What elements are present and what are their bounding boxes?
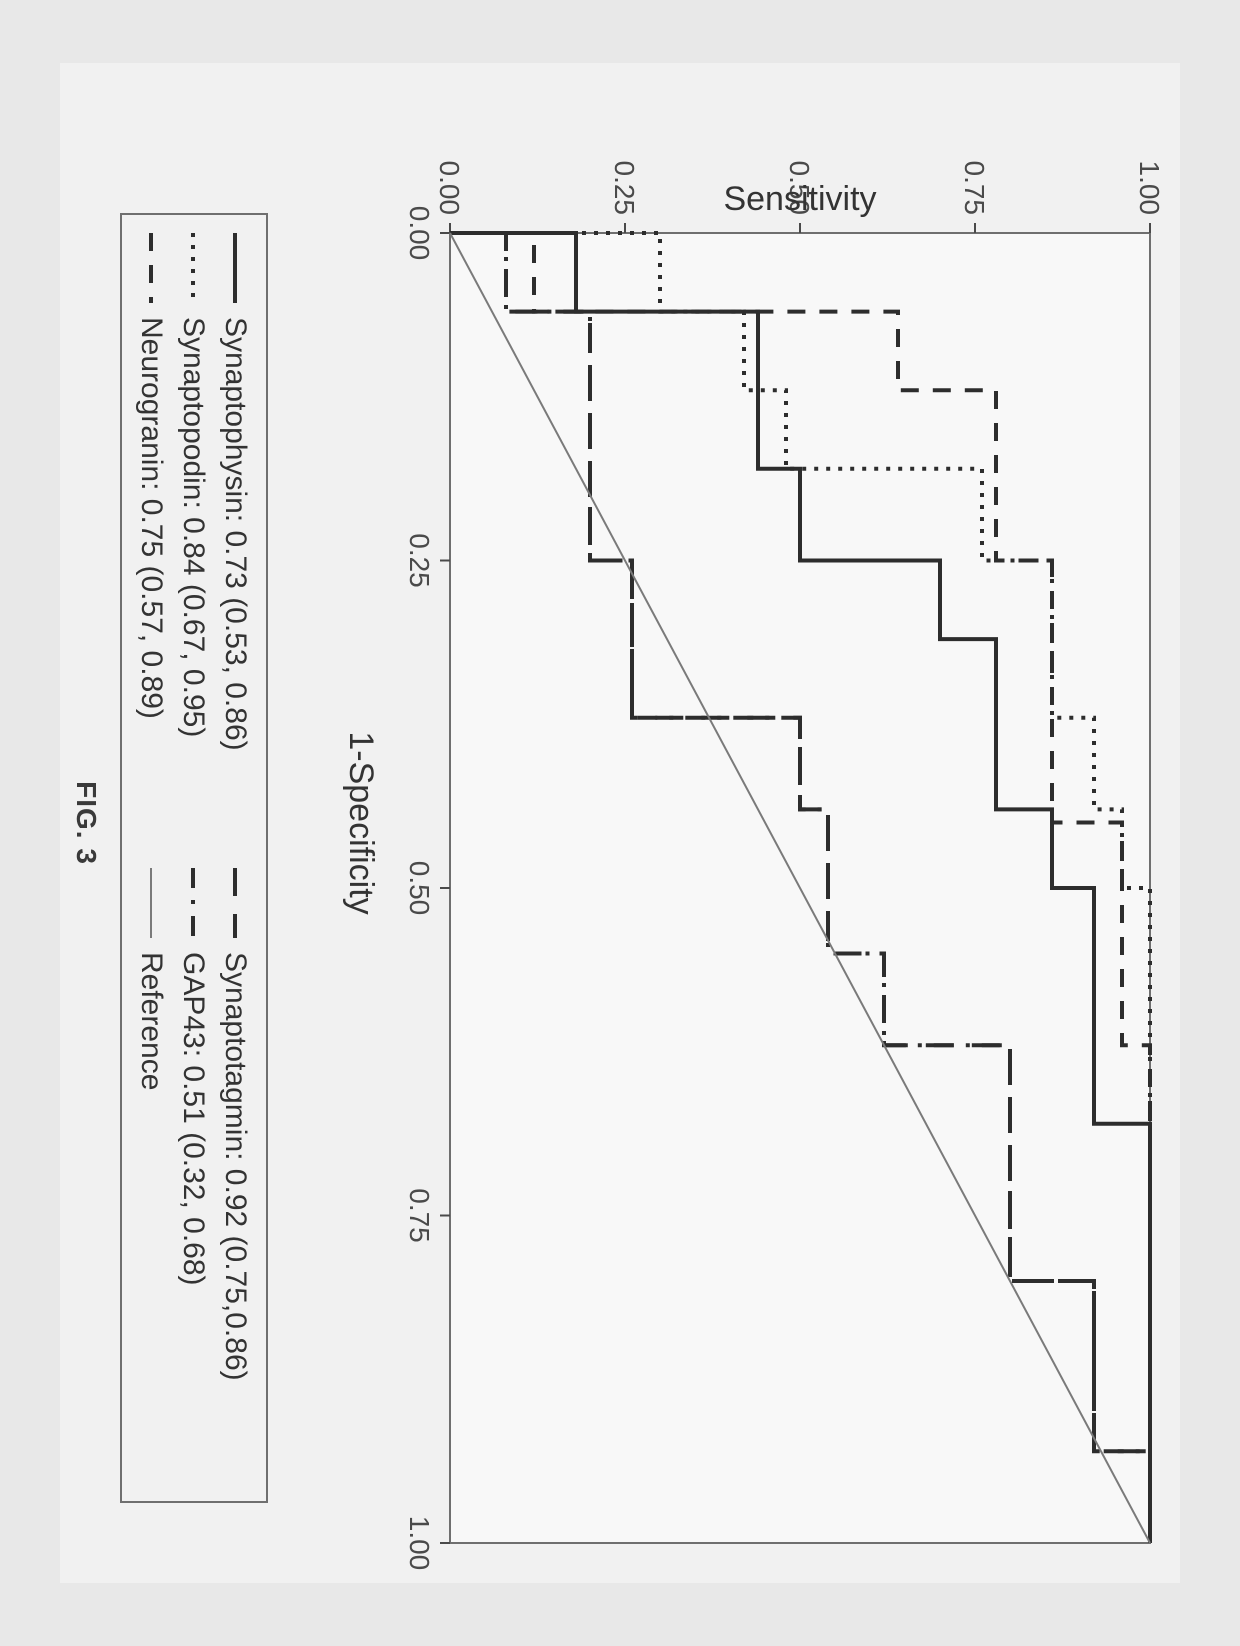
svg-text:0.50: 0.50 — [404, 861, 435, 916]
legend-label: Synaptopodin: 0.84 (0.67, 0.95) — [176, 317, 210, 737]
legend-label: Reference — [134, 952, 168, 1090]
legend-label: Neurogranin: 0.75 (0.57, 0.89) — [134, 317, 168, 719]
x-axis-label: 1-Specificity — [341, 63, 380, 1583]
legend-label: Synaptotagmin: 0.92 (0.75,0.86) — [218, 952, 252, 1381]
rotated-stage: 0.000.250.500.751.000.000.250.500.751.00… — [20, 23, 1220, 1623]
svg-text:1.00: 1.00 — [1134, 161, 1165, 216]
legend: Synaptophysin: 0.73 (0.53, 0.86) Synaptot… — [120, 213, 268, 1503]
y-axis-label: Sensitivity — [723, 180, 876, 219]
legend-item-neurogranin: Neurogranin: 0.75 (0.57, 0.89) — [134, 233, 168, 848]
legend-item-gap43: GAP43: 0.51 (0.32, 0.68) — [176, 868, 210, 1483]
svg-text:0.00: 0.00 — [434, 161, 465, 216]
legend-item-synaptopodin: Synaptopodin: 0.84 (0.67, 0.95) — [176, 233, 210, 848]
svg-text:0.25: 0.25 — [609, 161, 640, 216]
legend-label: Synaptophysin: 0.73 (0.53, 0.86) — [218, 317, 252, 751]
svg-text:0.25: 0.25 — [404, 533, 435, 588]
legend-label: GAP43: 0.51 (0.32, 0.68) — [176, 952, 210, 1286]
figure-caption: FIG. 3 — [70, 63, 102, 1583]
legend-item-synaptophysin: Synaptophysin: 0.73 (0.53, 0.86) — [218, 233, 252, 848]
svg-text:1.00: 1.00 — [404, 1516, 435, 1571]
svg-text:0.75: 0.75 — [959, 161, 990, 216]
svg-text:0.00: 0.00 — [404, 206, 435, 261]
legend-item-reference: Reference — [134, 868, 168, 1483]
figure-panel: 0.000.250.500.751.000.000.250.500.751.00… — [60, 63, 1180, 1583]
roc-chart: 0.000.250.500.751.000.000.250.500.751.00 — [340, 63, 1180, 1583]
svg-text:0.75: 0.75 — [404, 1188, 435, 1243]
legend-item-synaptotagmin: Synaptotagmin: 0.92 (0.75,0.86) — [218, 868, 252, 1483]
